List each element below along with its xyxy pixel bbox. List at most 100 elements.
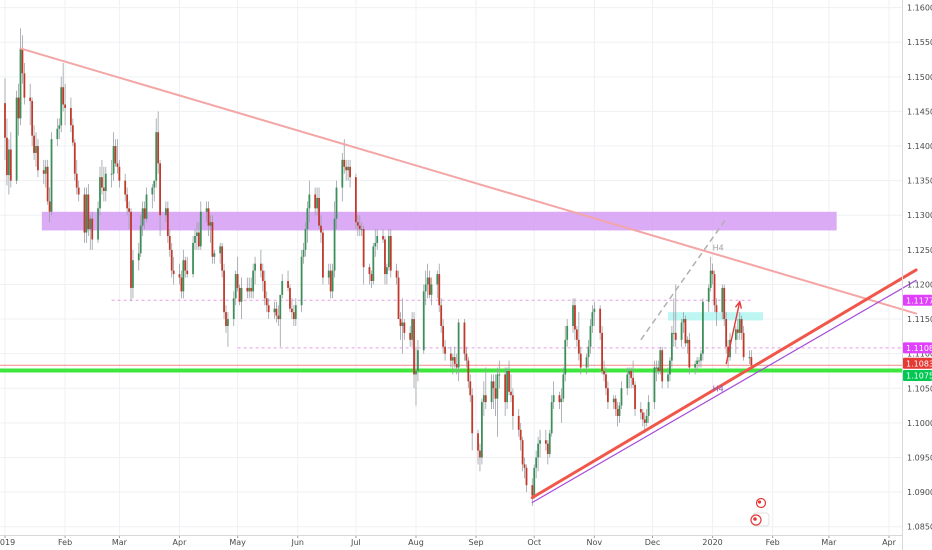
candle-body-up	[694, 364, 697, 368]
candle	[178, 263, 181, 285]
candle-body-down	[291, 308, 293, 313]
candle	[250, 277, 253, 299]
candle-body-down	[356, 222, 359, 226]
price-label-text: 1.10757	[906, 371, 932, 380]
candle-body-down	[531, 485, 534, 496]
candle-body-down	[48, 201, 51, 212]
candle-body-up	[672, 332, 675, 334]
candle-body-down	[116, 163, 119, 167]
candle-body-up	[333, 218, 336, 271]
candle-body-down	[184, 260, 187, 271]
candle	[601, 325, 603, 375]
candle	[261, 263, 264, 292]
candle-body-up	[585, 357, 588, 368]
candle-body-up	[734, 329, 737, 340]
time-axis[interactable]: 2019 Feb Mar Apr May Jun Jul Aug Sep Oct Nov Dec 202…	[0, 535, 902, 547]
candle	[308, 180, 311, 223]
candle	[223, 263, 225, 320]
candle	[667, 367, 669, 389]
candle	[479, 443, 481, 472]
event-badge-lower[interactable]	[750, 512, 770, 527]
candle	[104, 166, 107, 202]
x-tick-label: Feb	[58, 538, 72, 547]
candle-body-down	[428, 277, 431, 295]
candle	[232, 291, 235, 326]
candle-body-down	[77, 187, 80, 195]
candle	[304, 222, 307, 257]
candle	[19, 28, 22, 126]
candle	[170, 242, 173, 278]
y-tick-label: 1.08500	[907, 523, 932, 532]
candle-body-up	[659, 350, 662, 371]
candle-body-down	[211, 222, 214, 257]
candle	[15, 90, 18, 185]
candle-body-down	[349, 166, 351, 178]
candle	[157, 111, 160, 174]
price-label-text: 1.11083	[906, 344, 932, 353]
candle-body-up	[232, 298, 235, 320]
price-label: 1.11083	[903, 342, 932, 354]
price-axis[interactable]: 1.16000 1.15500 1.15000 1.14500 1.14000 1.135…	[902, 0, 932, 550]
candle-body-down	[750, 357, 753, 366]
candle-body-down	[31, 101, 34, 136]
candle	[289, 284, 291, 313]
x-tick-label: Jul	[350, 538, 361, 547]
candle	[35, 132, 37, 167]
candle-body-down	[510, 391, 512, 396]
candle	[701, 298, 704, 361]
y-tick-label: 1.09500	[907, 453, 932, 462]
candle	[281, 274, 284, 299]
candle-body-up	[151, 187, 154, 195]
event-badge-upper[interactable]	[755, 497, 767, 509]
candle	[196, 222, 198, 250]
candle-body-down	[358, 225, 361, 230]
candle-body-up	[566, 325, 569, 340]
candle	[97, 201, 99, 243]
candle-body-up	[620, 388, 623, 406]
candle-body-up	[196, 232, 198, 237]
candle	[89, 215, 92, 250]
candle-body-down	[409, 332, 412, 340]
candle-body-up	[7, 149, 10, 176]
candle-body-up	[360, 229, 363, 231]
candle-body-up	[234, 274, 237, 299]
candle	[537, 436, 540, 472]
candle	[356, 215, 359, 237]
candle	[477, 429, 479, 465]
candle	[669, 357, 671, 382]
candle-body-down	[463, 322, 466, 354]
candle-body-down	[614, 398, 617, 410]
candle-body-up	[721, 287, 724, 313]
candle	[655, 360, 658, 382]
candle	[225, 305, 227, 333]
y-tick-label: 1.15000	[907, 73, 932, 82]
zones	[41, 211, 837, 321]
candle-body-down	[354, 177, 357, 223]
candle-body-up	[417, 350, 419, 371]
candle	[238, 284, 241, 306]
candle-body-down	[616, 409, 619, 416]
candle-body-up	[612, 398, 615, 403]
candle	[397, 270, 400, 320]
candle-body-down	[674, 332, 677, 340]
y-tick-label: 1.14500	[907, 107, 932, 116]
candle	[517, 409, 520, 437]
candle	[248, 277, 251, 299]
event-badges[interactable]	[750, 497, 770, 527]
candle-body-down	[403, 322, 406, 333]
candle-body-down	[42, 170, 45, 174]
candle	[494, 374, 497, 416]
candle-body-down	[236, 274, 239, 288]
candle	[273, 301, 276, 320]
ascending-trendline-purple	[531, 279, 917, 504]
candle	[688, 332, 691, 375]
candle-body-down	[6, 137, 8, 176]
candle	[71, 118, 74, 147]
candle-body-down	[643, 419, 646, 423]
candle	[506, 367, 508, 410]
candle	[159, 159, 161, 237]
candle	[318, 187, 320, 230]
candle	[207, 201, 210, 237]
candle-body-up	[335, 187, 338, 219]
candle-body-up	[426, 277, 429, 285]
